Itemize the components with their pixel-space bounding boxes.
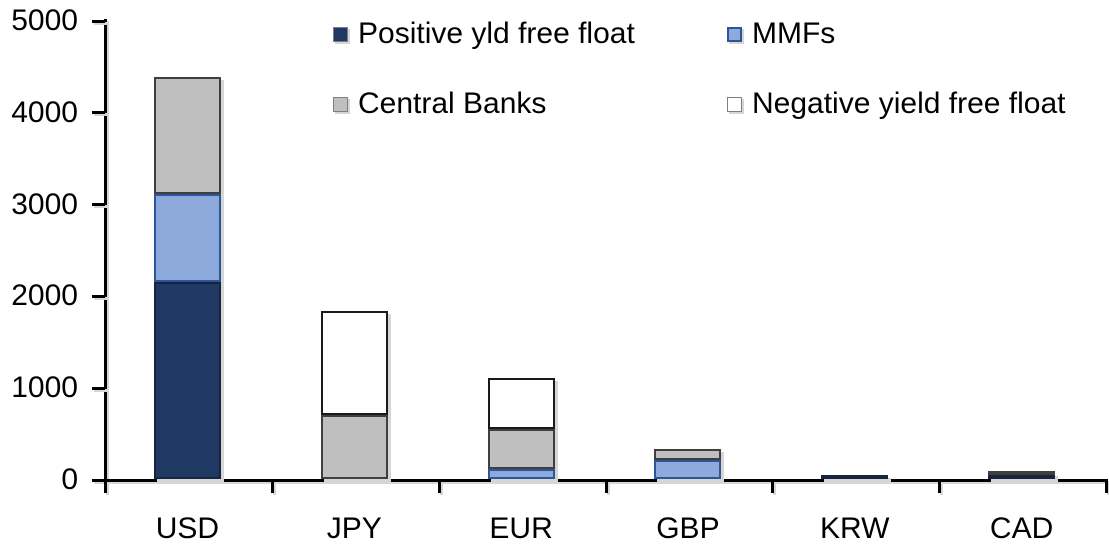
x-axis-tick (938, 480, 942, 493)
y-axis-tick (92, 386, 105, 390)
bar-segment-eur-mmfs (487, 468, 555, 479)
bar-usd (153, 76, 221, 479)
legend-label: Central Banks (358, 87, 547, 120)
y-tick-label: 3000 (11, 187, 78, 221)
y-tick-label: 5000 (11, 4, 78, 37)
legend-item-positive-yld-free-float: Positive yld free float (333, 19, 635, 49)
legend-label: Positive yld free float (358, 17, 635, 50)
legend-swatch-negative-yield-free-float (727, 96, 742, 112)
y-axis-tick (92, 203, 105, 207)
bar-segment-jpy-central-banks (320, 414, 388, 479)
y-tick-label: 2000 (11, 279, 78, 313)
bar-segment-cad-central-banks (988, 471, 1056, 476)
y-axis-tick (92, 19, 105, 23)
y-axis-tick (92, 294, 105, 298)
bar-segment-gbp-central-banks (654, 448, 722, 460)
x-axis-label-usd: USD (155, 512, 220, 545)
x-axis-label-krw: KRW (820, 512, 890, 545)
legend-item-mmfs: MMFs (727, 19, 835, 49)
bar-segment-gbp-mmfs (654, 459, 722, 479)
bar-segment-usd-positive-yld-free-float (153, 281, 221, 479)
legend-label: MMFs (752, 17, 836, 50)
y-axis-tick (92, 111, 105, 115)
x-axis-tick (270, 480, 274, 493)
bar-eur (487, 378, 555, 479)
x-axis-label-jpy: JPY (326, 512, 382, 545)
bar-segment-cad-positive-yld-free-float (988, 474, 1056, 479)
bar-segment-eur-central-banks (487, 429, 555, 469)
bar-jpy (320, 311, 388, 479)
y-axis-tick (92, 478, 105, 482)
legend-swatch-mmfs (727, 26, 742, 42)
bar-segment-usd-mmfs (153, 194, 221, 282)
x-axis-tick (604, 480, 608, 493)
x-axis-tick (771, 480, 775, 493)
y-axis-line (104, 19, 107, 482)
x-axis-tick (104, 480, 107, 493)
legend-label: Negative yield free float (752, 87, 1066, 120)
bar-krw (821, 474, 889, 479)
legend-swatch-positive-yld-free-float (333, 26, 348, 42)
bar-segment-usd-central-banks (153, 76, 221, 195)
legend-item-central-banks: Central Banks (333, 89, 546, 119)
x-axis-tick (1105, 480, 1108, 493)
y-tick-label: 0 (61, 463, 78, 496)
bar-segment-eur-negative-yield-free-float (487, 378, 555, 430)
legend-swatch-central-banks (333, 96, 348, 112)
y-tick-label: 4000 (11, 95, 78, 129)
x-axis-label-cad: CAD (989, 512, 1054, 545)
bar-cad (988, 471, 1056, 479)
bar-segment-jpy-negative-yield-free-float (320, 311, 388, 415)
x-axis-label-eur: EUR (489, 512, 553, 545)
x-axis-tick (437, 480, 441, 493)
bar-segment-krw-positive-yld-free-float (821, 474, 889, 479)
x-axis-label-gbp: GBP (656, 512, 720, 545)
legend-item-negative-yield-free-float: Negative yield free float (727, 89, 1066, 119)
y-tick-label: 1000 (11, 371, 78, 405)
bar-gbp (654, 448, 722, 479)
